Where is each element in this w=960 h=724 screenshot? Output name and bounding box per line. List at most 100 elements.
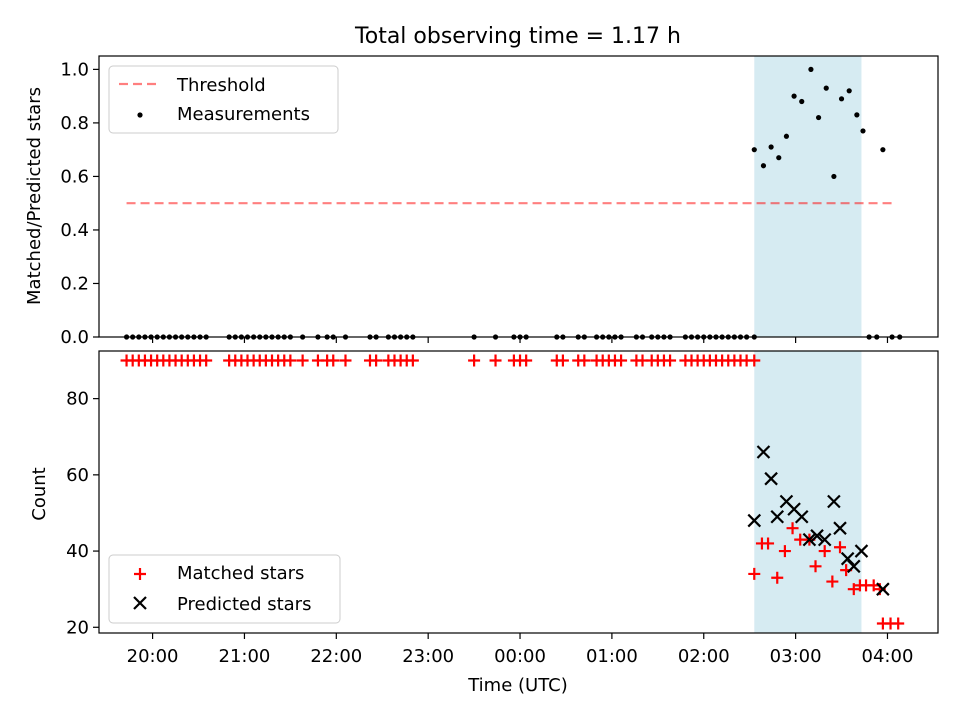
bottom-x-ticks: 20:00 21:00 22:00 23:00 00:00 01:00 02:00 03:00… — [127, 633, 914, 667]
matched-star-point — [818, 545, 831, 558]
measurement-point — [815, 114, 822, 121]
matched-star-point — [826, 575, 839, 588]
matched-star-point — [892, 617, 905, 630]
measurement-point — [791, 93, 797, 99]
matched-star-point — [615, 354, 628, 367]
measurement-point — [860, 128, 866, 134]
bottom-y-tick-label: 40 — [66, 541, 89, 562]
matched-star-point — [834, 541, 847, 554]
measurement-point — [760, 163, 767, 169]
matched-star-point — [771, 571, 784, 584]
top-y-axis-label: Matched/Predicted stars — [24, 87, 45, 305]
predicted-star-point — [794, 509, 809, 524]
matched-star-point — [578, 354, 591, 367]
matched-star-point — [748, 354, 761, 367]
bottom-axes-frame — [98, 350, 939, 634]
x-tick-label: 04:00 — [862, 646, 914, 667]
predicted-star-point — [770, 509, 785, 524]
measurement-point — [799, 98, 805, 105]
matched-star-point — [327, 354, 340, 367]
matched-star-point — [370, 354, 383, 367]
matched-star-point — [556, 354, 569, 367]
predicted-star-point — [747, 513, 762, 528]
predicted-legend-swatch — [133, 596, 147, 610]
measurements-legend-swatch — [137, 112, 143, 118]
measurement-point — [783, 133, 790, 139]
predicted-star-point — [764, 471, 778, 486]
top-legend-box — [108, 65, 339, 134]
x-tick-label: 20:00 — [127, 646, 179, 667]
threshold-legend-label: Threshold — [176, 75, 266, 96]
measurement-point — [880, 147, 886, 153]
matched-star-point — [339, 354, 352, 367]
measurement-point — [838, 96, 845, 102]
measurement-point — [854, 112, 860, 118]
x-tick-label: 23:00 — [402, 646, 454, 667]
top-y-tick-label: 0.0 — [60, 327, 89, 348]
predicted-star-point — [810, 529, 824, 543]
top-y-tick-label: 0.2 — [60, 273, 89, 294]
predicted-star-point — [817, 532, 832, 547]
predicted-legend-label: Predicted stars — [177, 594, 311, 615]
matched-legend-label: Matched stars — [177, 563, 304, 584]
predicted-star-point — [833, 521, 847, 535]
measurement-point — [768, 144, 774, 150]
matched-star-point — [406, 354, 419, 367]
measurement-point — [846, 88, 852, 94]
x-tick-label: 00:00 — [494, 646, 546, 667]
x-tick-label: 22:00 — [310, 646, 362, 667]
matched-star-point — [786, 522, 799, 535]
matched-legend-swatch — [134, 568, 146, 580]
bottom-legend: Matched stars Predicted stars — [108, 554, 341, 624]
top-shaded-interval — [754, 56, 862, 337]
top-y-tick-label: 0.4 — [60, 220, 89, 241]
x-tick-label: 01:00 — [586, 646, 638, 667]
x-tick-label: 03:00 — [770, 646, 822, 667]
predicted-star-point — [854, 544, 869, 558]
matched-star-point — [520, 354, 533, 367]
predicted-star-point — [756, 445, 771, 459]
bottom-legend-box — [108, 554, 341, 624]
predicted-star-point — [802, 532, 817, 547]
x-axis-label: Time (UTC) — [467, 675, 568, 696]
x-tick-label: 21:00 — [219, 646, 271, 667]
measurement-points — [123, 66, 903, 340]
bottom-y-ticks: 20 40 60 80 — [66, 389, 99, 638]
bottom-shaded-interval — [754, 351, 862, 633]
measurement-point — [823, 85, 829, 91]
measurements-legend-label: Measurements — [177, 104, 310, 125]
matched-star-point — [200, 354, 213, 367]
top-y-tick-label: 0.6 — [60, 166, 89, 187]
matched-star-point — [748, 567, 761, 580]
bottom-y-axis-label: Count — [29, 467, 50, 520]
top-y-ticks: 0.0 0.2 0.4 0.6 0.8 1.0 — [60, 59, 99, 348]
measurement-point — [751, 147, 757, 153]
top-legend: Threshold Measurements — [108, 65, 339, 134]
bottom-y-tick-label: 60 — [66, 465, 89, 486]
top-x-ticks — [151, 337, 889, 343]
figure-title: Total observing time = 1.17 h — [354, 24, 681, 49]
x-tick-label: 02:00 — [678, 646, 730, 667]
matched-star-point — [809, 560, 822, 573]
top-y-tick-label: 0.8 — [60, 113, 89, 134]
matched-star-point — [847, 583, 860, 596]
matched-star-point — [778, 545, 791, 558]
top-axes-frame — [98, 55, 939, 338]
bottom-y-tick-label: 80 — [66, 389, 89, 410]
bottom-y-tick-label: 20 — [66, 617, 89, 638]
measurement-point — [831, 173, 837, 180]
predicted-star-point — [876, 582, 890, 596]
top-panel: 0.0 0.2 0.4 0.6 0.8 1.0 Matched/Predicted sta… — [24, 55, 939, 348]
matched-star-point — [762, 537, 775, 550]
predicted-star-point — [847, 559, 861, 574]
matched-star-point — [296, 354, 309, 367]
predicted-stars-points — [747, 445, 890, 596]
matched-star-point — [468, 354, 481, 367]
top-y-tick-label: 1.0 — [60, 59, 89, 80]
matched-star-point — [489, 354, 502, 367]
measurement-point — [808, 66, 814, 72]
matched-star-point — [664, 354, 677, 367]
matched-stars-points — [120, 354, 905, 630]
matched-star-point — [284, 354, 297, 367]
